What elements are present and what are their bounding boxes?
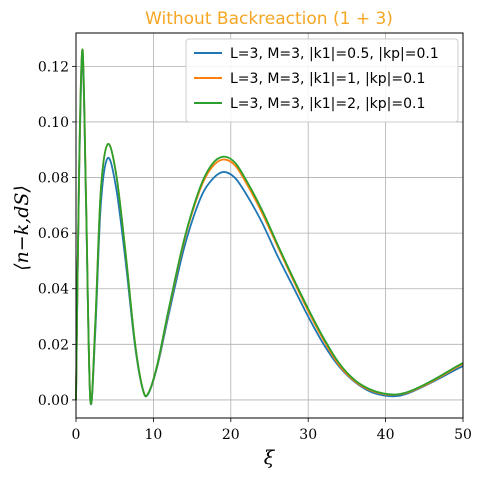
legend-entry-2: L=3, M=3, |k1|=1, |kp|=0.1 — [230, 71, 425, 87]
x-tick-label: 50 — [454, 427, 472, 443]
x-tick-label: 10 — [144, 427, 162, 443]
y-tick-label: 0.02 — [38, 337, 69, 353]
y-tick-label: 0.06 — [38, 226, 69, 242]
y-tick-label: 0.10 — [38, 115, 69, 131]
x-tick-label: 0 — [72, 427, 81, 443]
series-line-3 — [75, 48, 464, 405]
y-tick-label: 0.00 — [38, 393, 69, 409]
legend-box — [185, 38, 459, 123]
y-tick-label: 0.04 — [38, 282, 69, 298]
y-axis-label: ⟨n−k,dS⟩ — [11, 185, 33, 271]
series-lines — [75, 48, 464, 406]
plot-frame — [75, 32, 464, 419]
legend: L=3, M=3, |k1|=0.5, |kp|=0.1 L=3, M=3, |k… — [185, 38, 459, 123]
x-tick-label: 20 — [222, 427, 240, 443]
chart-title: Without Backreaction (1 + 3) — [145, 9, 393, 29]
x-tick-label: 40 — [377, 427, 395, 443]
legend-entry-1: L=3, M=3, |k1|=0.5, |kp|=0.1 — [230, 46, 439, 62]
axis-ticks: 0 10 20 30 40 50 0.00 0.02 0.04 0.06 0.08 0.10 0.12 — [38, 59, 472, 443]
legend-entry-3: L=3, M=3, |k1|=2, |kp|=0.1 — [230, 96, 425, 112]
y-tick-label: 0.08 — [38, 171, 69, 187]
x-axis-label: ξ — [264, 447, 276, 469]
x-tick-label: 30 — [299, 427, 317, 443]
y-tick-label: 0.12 — [38, 59, 69, 75]
